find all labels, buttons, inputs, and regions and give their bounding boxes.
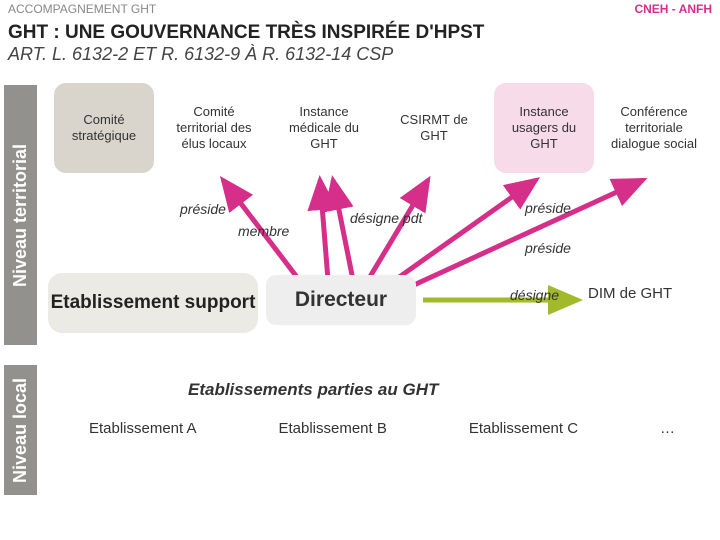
side-local: Niveau local	[4, 365, 37, 495]
directeur: Directeur	[266, 275, 416, 325]
side-territorial: Niveau territorial	[4, 85, 37, 345]
box-csirmt: CSIRMT de GHT	[384, 83, 484, 173]
title-block: GHT : UNE GOUVERNANCE TRÈS INSPIRÉE D'HP…	[0, 18, 720, 75]
etablissement-c: Etablissement C	[469, 420, 578, 437]
diagram-area: Niveau territorial Niveau local Comité s…	[0, 75, 720, 515]
top-row: Comité stratégique Comité territorial de…	[48, 83, 716, 193]
label-designe-pdt: désigne pdt	[350, 210, 422, 226]
label-membre: membre	[238, 223, 289, 239]
box-instance-usagers: Instance usagers du GHT	[494, 83, 594, 173]
title-main: GHT : UNE GOUVERNANCE TRÈS INSPIRÉE D'HP…	[8, 22, 712, 44]
box-instance-medicale: Instance médicale du GHT	[274, 83, 374, 173]
etablissement-etc: …	[660, 420, 675, 437]
etablissement-b: Etablissement B	[278, 420, 386, 437]
label-preside-2: préside	[525, 200, 571, 216]
etablissement-a: Etablissement A	[89, 420, 197, 437]
etablissement-support: Etablissement support	[48, 273, 258, 333]
box-comite-strategique: Comité stratégique	[54, 83, 154, 173]
label-preside-1: préside	[180, 201, 226, 217]
header-left: ACCOMPAGNEMENT GHT	[8, 2, 156, 16]
header-right: CNEH - ANFH	[634, 2, 712, 16]
mid-row: Etablissement support Directeur DIM de G…	[48, 265, 716, 335]
box-conference: Conférence territoriale dialogue social	[604, 83, 704, 173]
dim-de-ght: DIM de GHT	[588, 285, 672, 302]
label-preside-3: préside	[525, 240, 571, 256]
etablissements-parties: Etablissements parties au GHT	[188, 380, 438, 400]
box-comite-territorial: Comité territorial des élus locaux	[164, 83, 264, 173]
title-sub: ART. L. 6132-2 ET R. 6132-9 À R. 6132-14…	[8, 44, 712, 65]
